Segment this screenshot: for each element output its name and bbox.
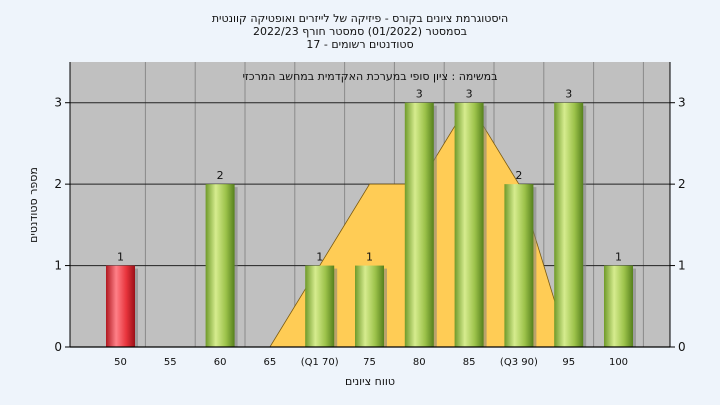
- data-label: 3: [416, 88, 423, 101]
- bar-(Q1 70): [305, 265, 335, 347]
- y-tick-label-left: 1: [54, 259, 62, 273]
- y-tick-label-right: 1: [678, 259, 686, 273]
- bar-(Q3 90): [504, 184, 534, 347]
- data-label: 3: [565, 88, 572, 101]
- x-tick-label: 95: [562, 357, 575, 368]
- bar-50: [106, 265, 135, 347]
- y-tick-label-left: 0: [54, 340, 62, 354]
- data-label: 2: [515, 169, 522, 182]
- chart-title-line-3: סטודנטים רשומים - 17: [306, 38, 414, 51]
- data-label: 1: [366, 251, 373, 264]
- bar-60: [205, 184, 235, 347]
- chart-annotation: במשימה : ציון סופי במערכת האקדמית במחשב …: [243, 70, 498, 83]
- bar-85: [454, 102, 484, 347]
- data-label: 1: [117, 251, 124, 264]
- data-label: 3: [466, 88, 473, 101]
- x-tick-label: 75: [363, 357, 376, 368]
- x-axis-label: טווח ציונים: [345, 375, 395, 388]
- data-label: 2: [217, 169, 224, 182]
- data-label: 1: [316, 251, 323, 264]
- bar-75: [355, 265, 384, 347]
- x-tick-label: 50: [114, 357, 127, 368]
- x-tick-label: 85: [463, 357, 476, 368]
- data-label: 1: [615, 251, 622, 264]
- y-tick-label-left: 3: [54, 96, 62, 110]
- x-tick-label: (Q3 90): [500, 357, 538, 368]
- x-tick-label: 60: [214, 357, 227, 368]
- x-tick-label: 65: [264, 357, 277, 368]
- y-axis-label: מספר סטודנטים: [27, 167, 40, 243]
- bar-80: [404, 102, 434, 347]
- y-tick-label-left: 2: [54, 177, 62, 191]
- data-labels: 1 2 1 1 3 3 2 3 1: [117, 88, 622, 264]
- x-tick-label: (Q1 70): [301, 357, 339, 368]
- bar-100: [604, 265, 633, 347]
- y-tick-label-right: 3: [678, 96, 686, 110]
- chart-title-line-1: היסטוגרמת ציונים בקורס - פיזיקה של לייזר…: [211, 12, 509, 25]
- x-tick-label: 55: [164, 357, 177, 368]
- axes: 0 0 1 1 2 2 3 3 50 55 60 65 (Q1 70) 75 80 85 (Q3 90) 95 10…: [54, 62, 686, 368]
- chart-title-line-2: בסמסטר (01/2022) סמסטר חורף 2022/23: [253, 25, 467, 38]
- x-tick-label: 100: [609, 357, 628, 368]
- x-tick-label: 80: [413, 357, 426, 368]
- bar-95: [554, 102, 584, 347]
- y-tick-label-right: 2: [678, 177, 686, 191]
- bars: [106, 102, 636, 347]
- y-tick-label-right: 0: [678, 340, 686, 354]
